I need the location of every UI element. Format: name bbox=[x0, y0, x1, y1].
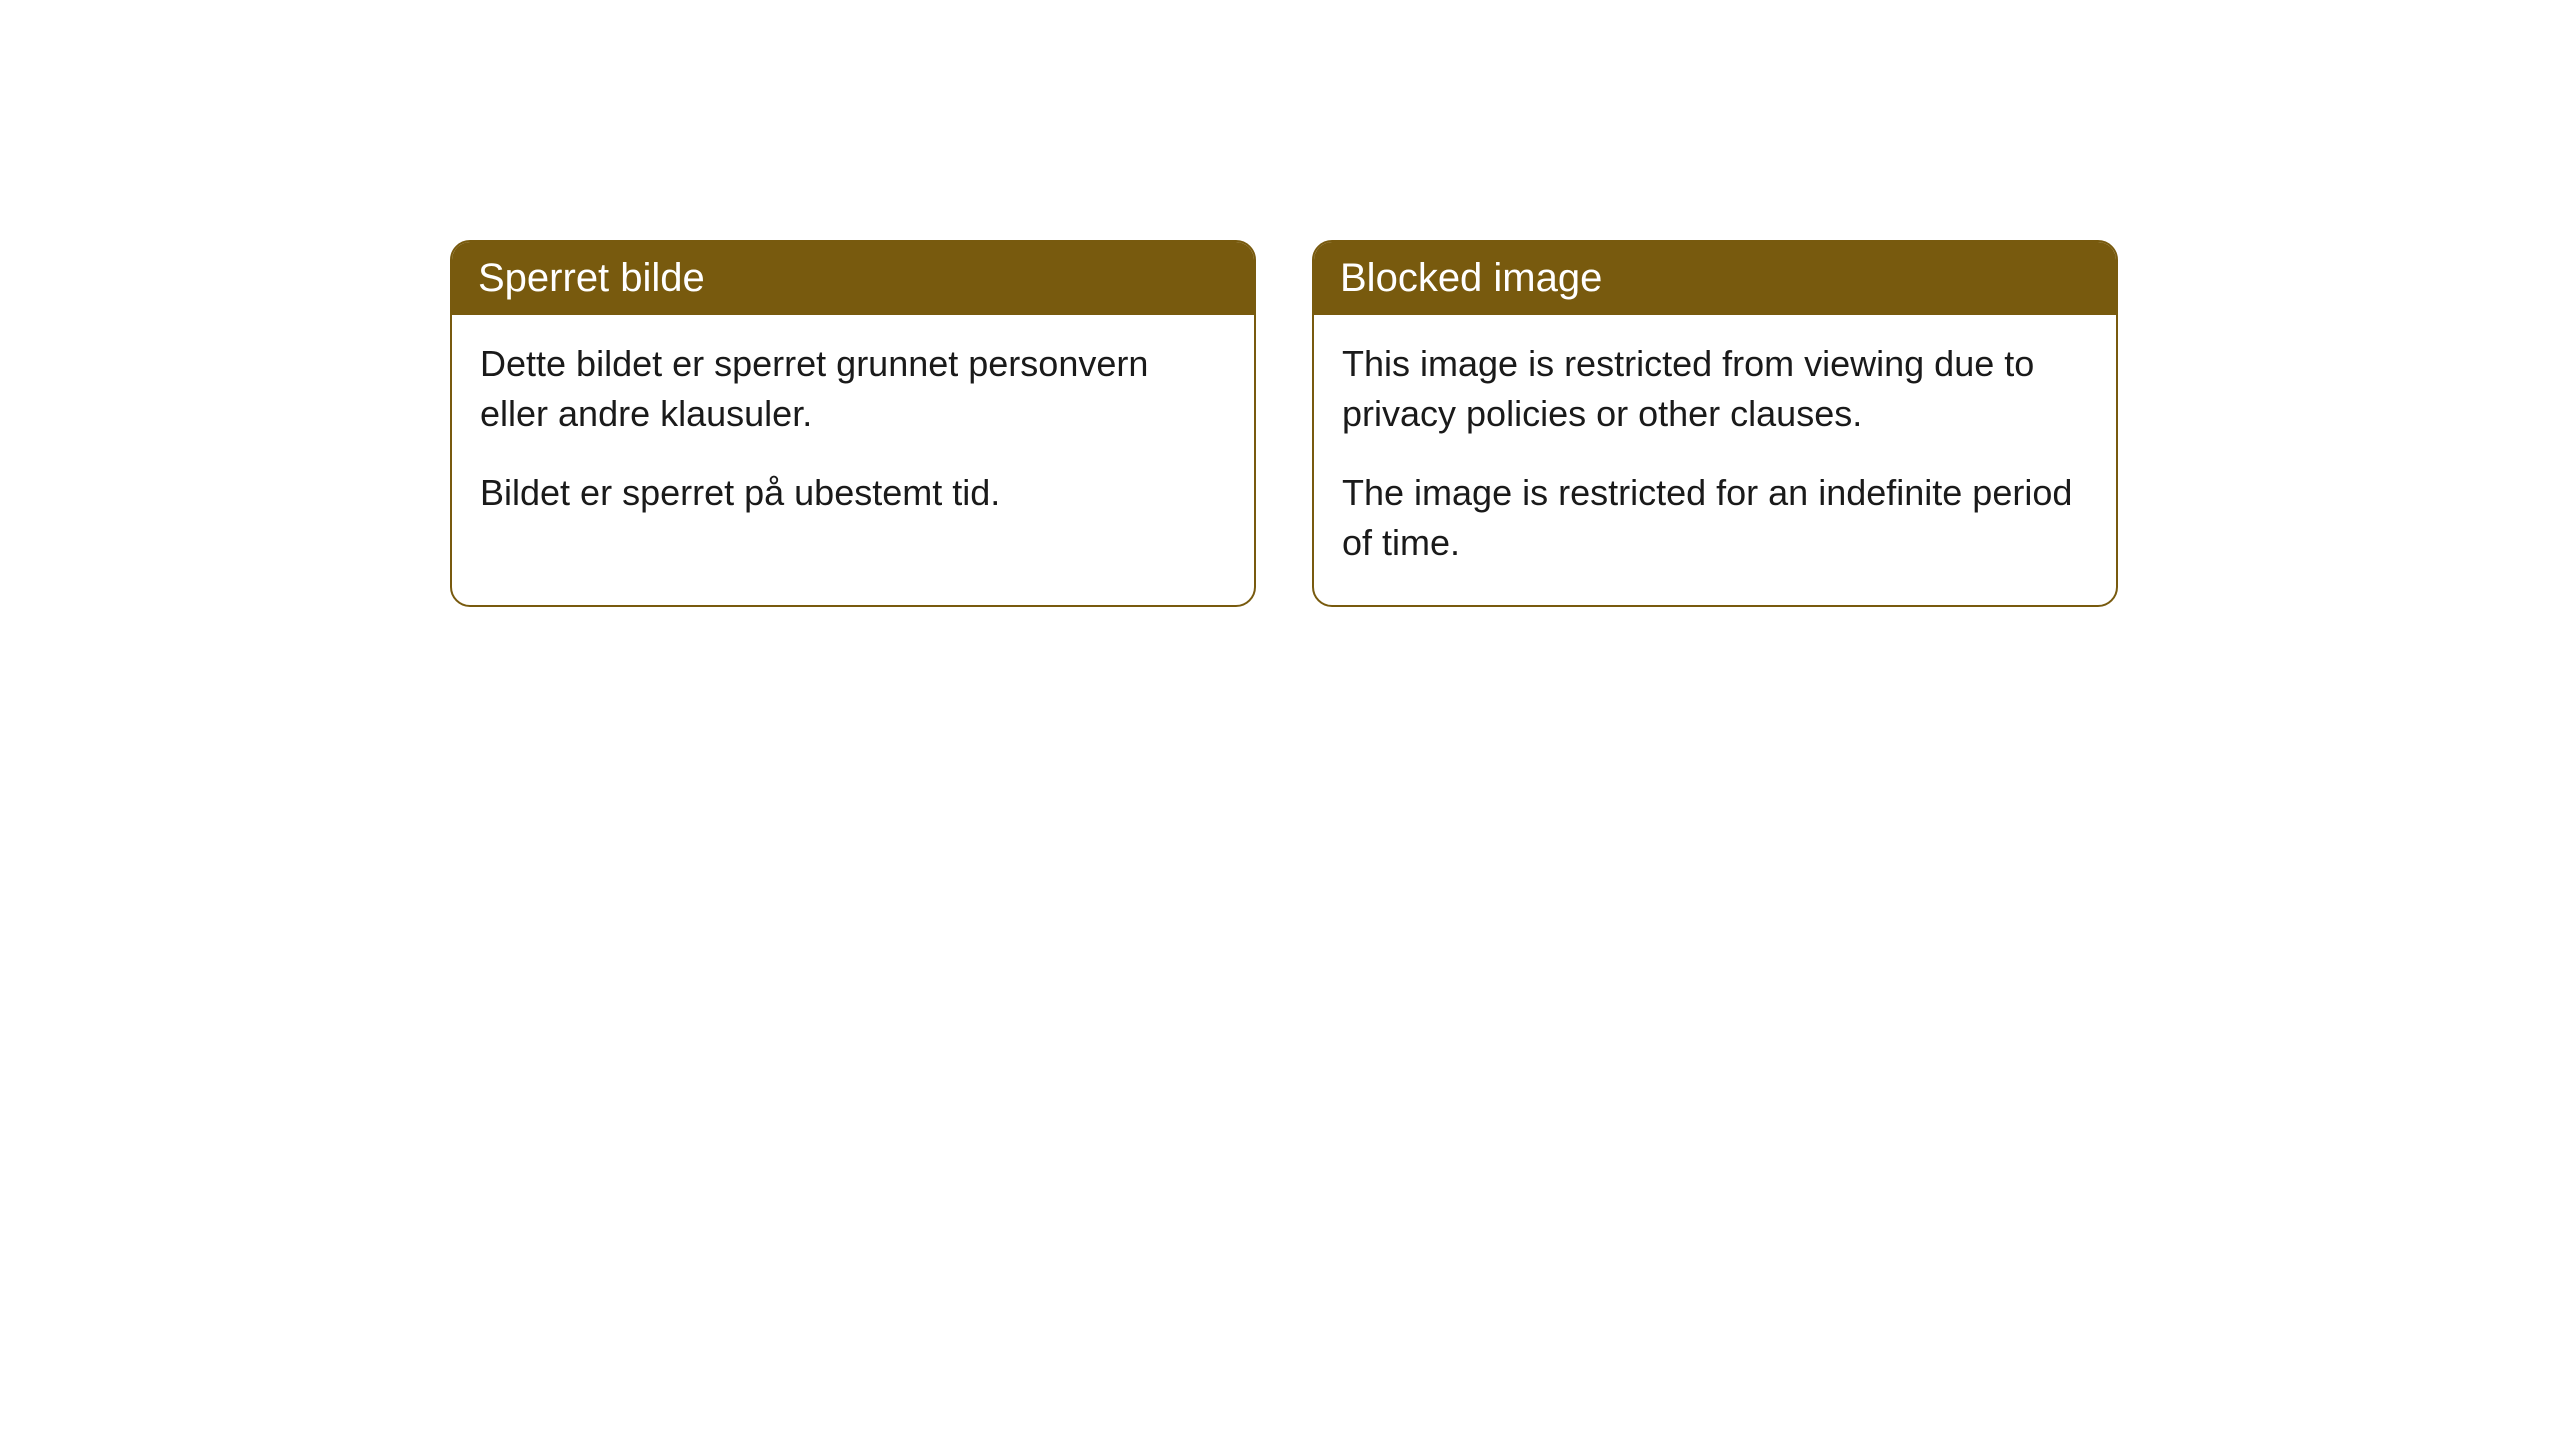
card-header-en: Blocked image bbox=[1314, 242, 2116, 315]
card-text-no-2: Bildet er sperret på ubestemt tid. bbox=[480, 468, 1226, 518]
card-body-no: Dette bildet er sperret grunnet personve… bbox=[452, 315, 1254, 554]
blocked-image-card-no: Sperret bilde Dette bildet er sperret gr… bbox=[450, 240, 1256, 607]
blocked-image-card-en: Blocked image This image is restricted f… bbox=[1312, 240, 2118, 607]
card-text-no-1: Dette bildet er sperret grunnet personve… bbox=[480, 339, 1226, 440]
card-header-no: Sperret bilde bbox=[452, 242, 1254, 315]
card-text-en-1: This image is restricted from viewing du… bbox=[1342, 339, 2088, 440]
card-text-en-2: The image is restricted for an indefinit… bbox=[1342, 468, 2088, 569]
card-body-en: This image is restricted from viewing du… bbox=[1314, 315, 2116, 605]
cards-container: Sperret bilde Dette bildet er sperret gr… bbox=[0, 0, 2560, 607]
